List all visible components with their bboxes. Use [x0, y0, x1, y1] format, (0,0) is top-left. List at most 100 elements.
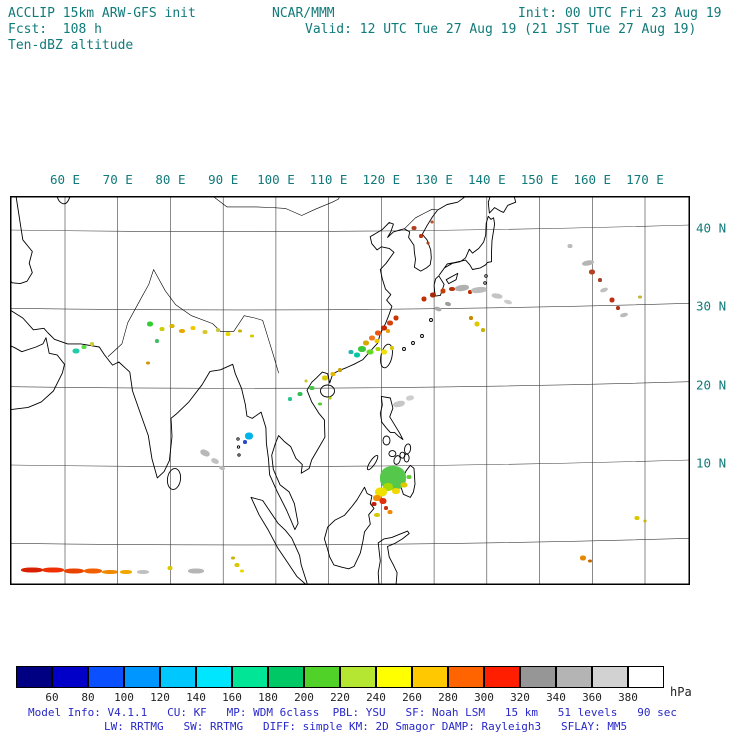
colorbar-segment — [340, 666, 376, 688]
echo-top-point — [72, 348, 80, 354]
echo-top-point — [245, 432, 253, 440]
echo-top-point — [250, 334, 254, 338]
colorbar-segment — [196, 666, 232, 688]
init-time: Init: 00 UTC Fri 23 Aug 19 — [518, 6, 722, 21]
colorbar-tick-label: 320 — [510, 691, 530, 704]
lat-label: 10 N — [696, 455, 727, 471]
echo-top-point — [598, 278, 602, 282]
echo-top-point — [469, 316, 473, 320]
echo-top-point — [384, 506, 388, 510]
echo-top-point — [243, 440, 247, 444]
lat-label: 40 N — [696, 220, 727, 236]
colorbar-tick-label: 100 — [114, 691, 134, 704]
echo-top-point — [90, 342, 94, 346]
field-name: Ten-dBZ altitude — [8, 38, 134, 53]
colorbar-segment — [592, 666, 628, 688]
lon-label: 140 E — [467, 172, 506, 187]
echo-top-point — [580, 555, 586, 561]
lon-label: 110 E — [309, 172, 348, 187]
colorbar-segment — [124, 666, 160, 688]
echo-top-point — [231, 556, 235, 560]
colorbar-tick-label: 360 — [582, 691, 602, 704]
echo-top-point — [375, 487, 387, 497]
colorbar-segment — [484, 666, 520, 688]
colorbar-tick-label: 260 — [402, 691, 422, 704]
echo-top-point — [383, 483, 393, 491]
colorbar-tick-label: 240 — [366, 691, 386, 704]
colorbar-tick-label: 340 — [546, 691, 566, 704]
echo-top-point — [354, 352, 360, 358]
echo-top-point — [375, 330, 381, 336]
model-info-line1: Model Info: V4.1.1 CU: KF MP: WDM 6class… — [28, 706, 678, 719]
lon-label: 160 E — [573, 172, 612, 187]
colorbar-segment — [304, 666, 340, 688]
echo-top-point — [234, 563, 240, 567]
echo-top-point — [348, 350, 354, 354]
model-info-line2: LW: RRTMG SW: RRTMG DIFF: simple KM: 2D … — [104, 720, 628, 733]
lon-label: 130 E — [415, 172, 453, 187]
echo-top-point — [21, 567, 43, 573]
lon-label: 70 E — [102, 172, 133, 187]
colorbar-segment — [556, 666, 592, 688]
echo-top-point — [393, 315, 399, 321]
lat-label: 30 N — [696, 298, 727, 314]
graticule — [9, 196, 691, 585]
echo-top-point — [190, 326, 196, 330]
colorbar-unit: hPa — [670, 685, 692, 699]
colorbar-segment — [376, 666, 412, 688]
colorbar-segment — [52, 666, 88, 688]
lon-label: 150 E — [520, 172, 559, 187]
echo-top-point — [616, 306, 620, 310]
echo-top-point — [371, 502, 377, 506]
echo-top-point — [449, 287, 455, 291]
echo-top-point — [338, 368, 342, 372]
colorbar-segment — [412, 666, 448, 688]
colorbar-tick-label: 200 — [294, 691, 314, 704]
echo-top-point — [375, 347, 381, 351]
echo-top-point — [381, 349, 387, 355]
echo-top-point — [379, 498, 387, 504]
echo-top-point — [430, 220, 434, 224]
echo-top-point — [369, 335, 375, 341]
echo-top-point — [426, 241, 430, 245]
colorbar-segment — [520, 666, 556, 688]
echo-top-point — [374, 339, 380, 343]
colorbar-segment — [160, 666, 196, 688]
echo-top-point — [387, 510, 393, 514]
echo-top-point — [304, 379, 308, 383]
echo-top-point — [137, 570, 149, 574]
echo-top-point — [288, 397, 292, 401]
colorbar-tick-label: 220 — [330, 691, 350, 704]
colorbar-segment — [88, 666, 124, 688]
lon-label: 60 E — [49, 172, 81, 187]
echo-top-point — [216, 328, 220, 332]
echo-top-point — [225, 332, 231, 336]
echo-top-point — [374, 513, 380, 517]
echo-top-point — [167, 566, 173, 570]
lon-label: 90 E — [208, 172, 239, 187]
echo-top-point — [358, 346, 366, 352]
lon-label: 80 E — [155, 172, 186, 187]
forecast-hour: Fcst: 108 h — [8, 22, 102, 37]
colorbar-segment — [268, 666, 304, 688]
lon-label: 170 E — [626, 172, 664, 187]
colorbar-tick-label: 380 — [618, 691, 638, 704]
colorbar-tick-label: 120 — [150, 691, 170, 704]
echo-top-point — [366, 349, 374, 355]
colorbar-segment — [628, 666, 664, 688]
map-svg — [9, 194, 691, 586]
echo-top-point — [363, 340, 369, 346]
echo-top-point — [240, 569, 244, 573]
echo-top-point — [309, 386, 315, 390]
echo-top-point — [42, 567, 64, 573]
echo-top-point — [373, 495, 381, 501]
org-label: NCAR/MMM — [272, 6, 335, 21]
echo-top-point — [638, 295, 642, 299]
echo-top-point — [155, 339, 159, 343]
colorbar-tick-label: 280 — [438, 691, 458, 704]
echo-top-point — [589, 269, 595, 275]
echo-top-point — [392, 488, 400, 494]
colorbar-segment — [16, 666, 52, 688]
echo-top-point — [643, 519, 647, 523]
echo-top-point — [386, 329, 390, 333]
